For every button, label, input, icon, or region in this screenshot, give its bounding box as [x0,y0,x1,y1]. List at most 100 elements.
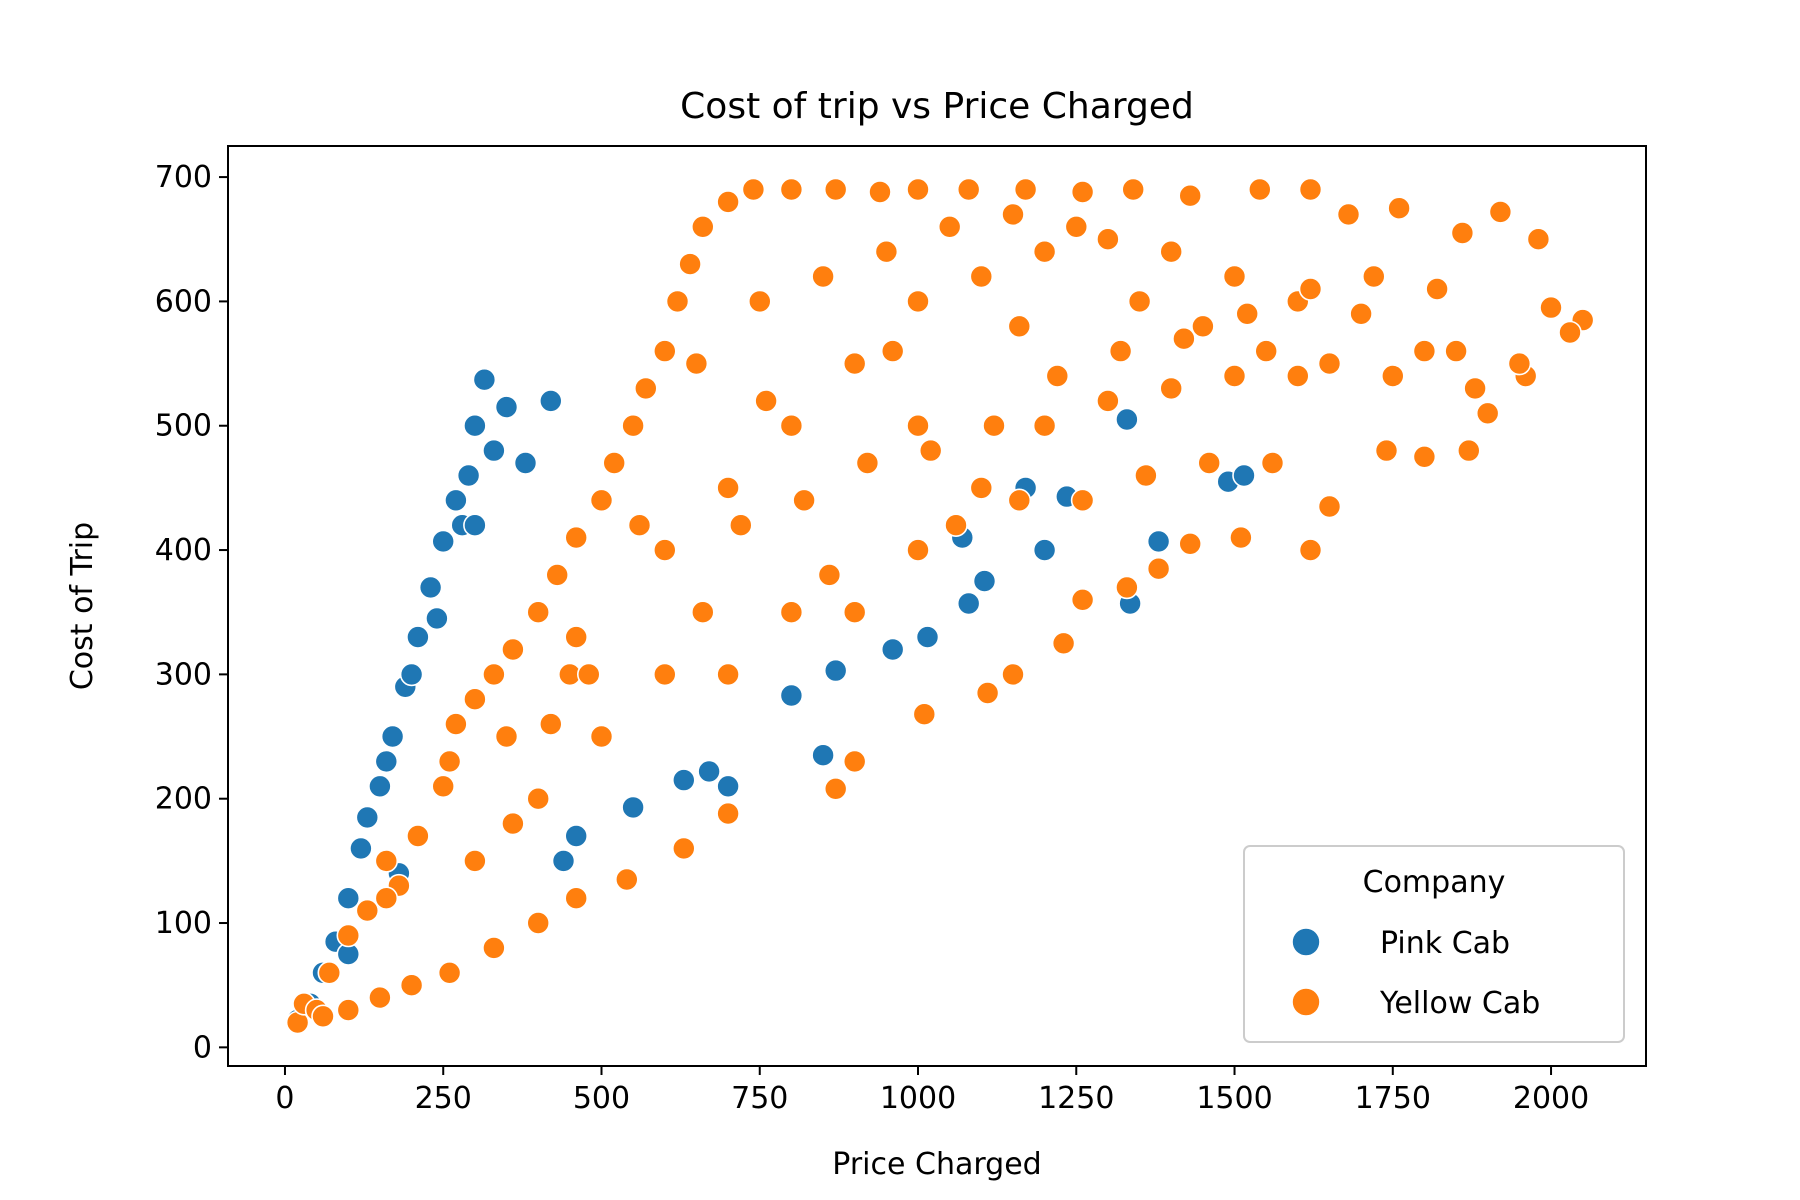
data-point [956,591,981,616]
data-point [690,600,715,625]
data-point [1146,529,1171,554]
data-point [1159,239,1183,264]
data-point [944,513,968,538]
data-point [671,768,696,792]
y-tick-label: 600 [155,284,212,319]
data-point [1387,196,1411,220]
data-point [1115,407,1139,432]
x-tick-label: 750 [731,1081,788,1116]
data-point [1286,364,1310,388]
data-point [1457,438,1481,463]
data-point [1191,314,1215,339]
data-point [754,389,778,413]
data-point [336,886,361,911]
series-1 [285,177,1595,1035]
data-point [969,264,994,289]
data-point [1254,339,1278,363]
data-point [1362,264,1386,289]
data-point [1045,364,1070,388]
y-axis-ticks: 0 100 200 300 400 500 600 700 [155,160,228,1065]
data-point [1425,277,1449,301]
data-point [1349,301,1373,326]
data-point [1381,364,1405,388]
data-point [1096,227,1120,251]
data-point [1412,444,1437,469]
legend-box [1243,845,1625,1043]
data-point [355,898,380,923]
data-point [842,351,867,376]
data-point [678,252,702,276]
data-point [1450,221,1475,245]
data-point [972,569,997,593]
data-point [602,451,627,475]
data-point [1032,413,1057,438]
data-point [1108,339,1133,363]
data-point [1197,451,1221,475]
data-point [1235,301,1259,326]
data-point [906,538,930,562]
data-point [1336,202,1361,227]
data-point [817,563,842,587]
data-point [589,488,614,513]
data-point [513,451,538,475]
y-tick-label: 700 [155,160,212,195]
data-point [969,476,994,500]
y-tick-label: 0 [193,1030,212,1065]
data-point [368,774,392,799]
data-point [1007,488,1032,513]
data-point [311,1004,335,1029]
data-point [684,351,709,376]
data-point [956,177,981,202]
data-point [463,849,487,873]
data-point [538,389,563,413]
data-point [1172,326,1196,351]
data-point [1374,438,1399,463]
data-point [747,289,772,314]
legend: Company Pink Cab Yellow Cab [1243,845,1625,1043]
series-0 [285,367,1256,1032]
data-point [880,339,905,363]
data-point [526,600,551,625]
data-point [444,488,468,513]
data-point [1178,531,1202,556]
data-point [1260,451,1285,475]
data-point [627,513,652,538]
data-point [906,413,930,438]
data-point [1463,376,1487,401]
legend-marker [1291,927,1321,957]
y-tick-label: 400 [155,533,212,568]
data-point [463,413,487,438]
data-point [1298,177,1323,202]
legend-marker [1291,987,1321,1017]
data-point [1488,200,1513,224]
data-point [652,339,677,363]
data-point [621,795,645,820]
x-tick-label: 1000 [880,1081,956,1116]
data-point [380,724,405,749]
y-tick-label: 500 [155,409,212,444]
data-point [880,637,905,662]
data-point [811,743,835,768]
data-point [399,973,424,998]
data-point [349,836,373,861]
axes-frame [227,145,1647,1067]
data-point [779,683,804,708]
data-point [368,985,392,1010]
x-axis-ticks: 0 250 500 750 1000 1250 1500 1750 2000 [275,1066,1589,1116]
data-point [355,805,380,830]
data-point [399,662,424,687]
data-point [406,625,430,649]
x-tick-label: 250 [415,1081,472,1116]
data-point [1121,177,1145,202]
data-point [551,849,576,873]
data-point [823,776,848,801]
data-point [1001,662,1025,687]
data-point [1317,494,1342,519]
data-point [1032,538,1057,562]
y-axis-label: Cost of Trip [65,522,100,690]
data-point [1096,389,1120,413]
data-point [1001,202,1025,227]
data-point [621,413,645,438]
chart-title: Cost of trip vs Price Charged [680,86,1194,127]
data-point [431,774,456,799]
